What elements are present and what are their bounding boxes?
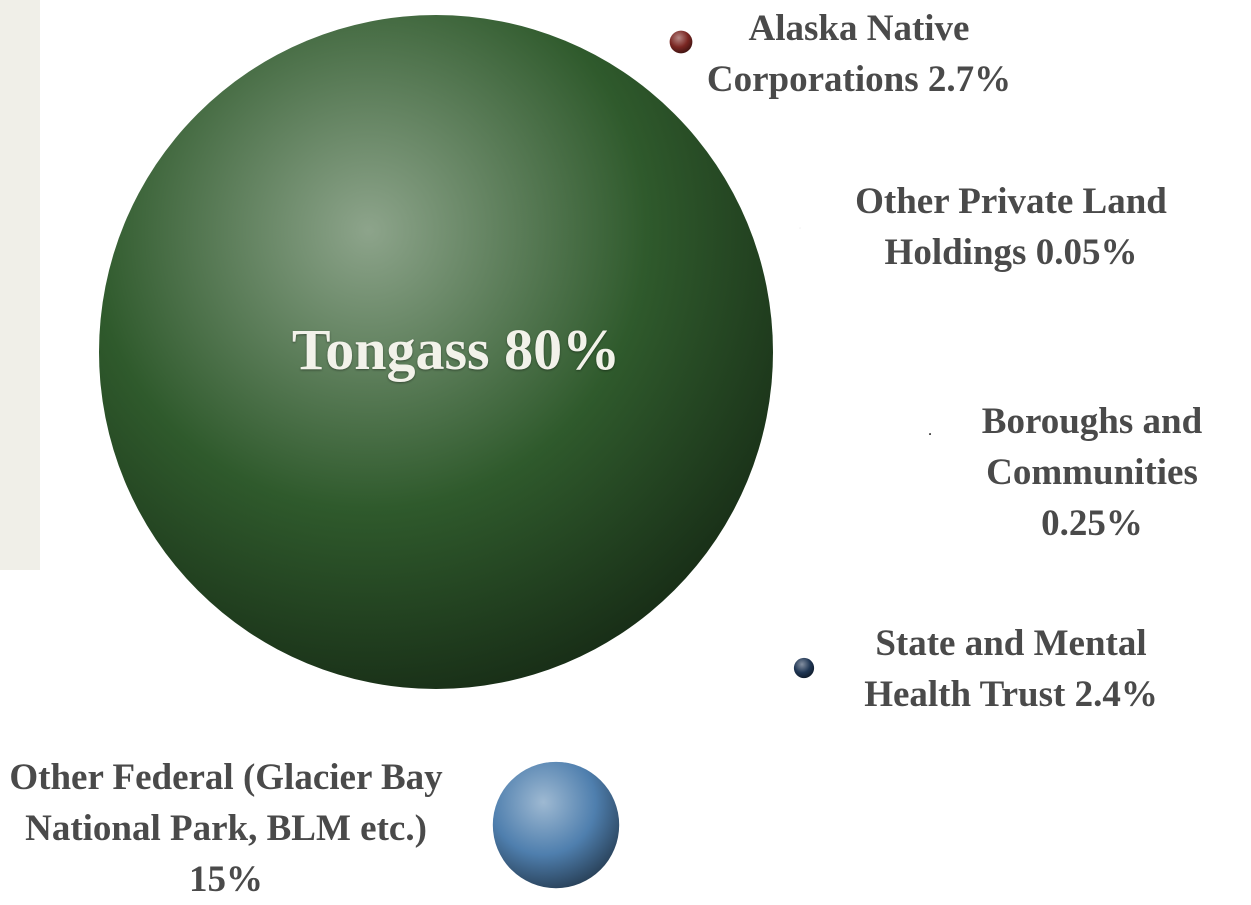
value-label: 2.4%: [1075, 674, 1158, 715]
value-label: 0.25%: [1041, 503, 1143, 544]
value-label: 0.05%: [1036, 232, 1138, 273]
bubble-label: Tongass 80%: [292, 318, 620, 382]
bubble-label: Other Federal (Glacier Bay National Park…: [5, 752, 447, 905]
bubble-label: State and Mental Health Trust 2.4%: [830, 618, 1192, 720]
value-label: 2.7%: [928, 59, 1011, 100]
bubble: [794, 658, 814, 678]
bubble-label: Other Private Land Holdings 0.05%: [815, 176, 1207, 278]
bubble: [929, 433, 931, 435]
bubble: [493, 762, 619, 888]
category-name: Tongass: [292, 317, 490, 382]
bubble-label: Alaska Native Corporations 2.7%: [673, 3, 1045, 105]
value-label: 15%: [189, 859, 263, 900]
value-label: 80%: [504, 317, 620, 382]
category-name: Boroughs and Communities: [982, 401, 1202, 493]
category-name: Other Federal (Glacier Bay National Park…: [9, 757, 442, 849]
bubble-label: Boroughs and Communities 0.25%: [950, 396, 1234, 549]
